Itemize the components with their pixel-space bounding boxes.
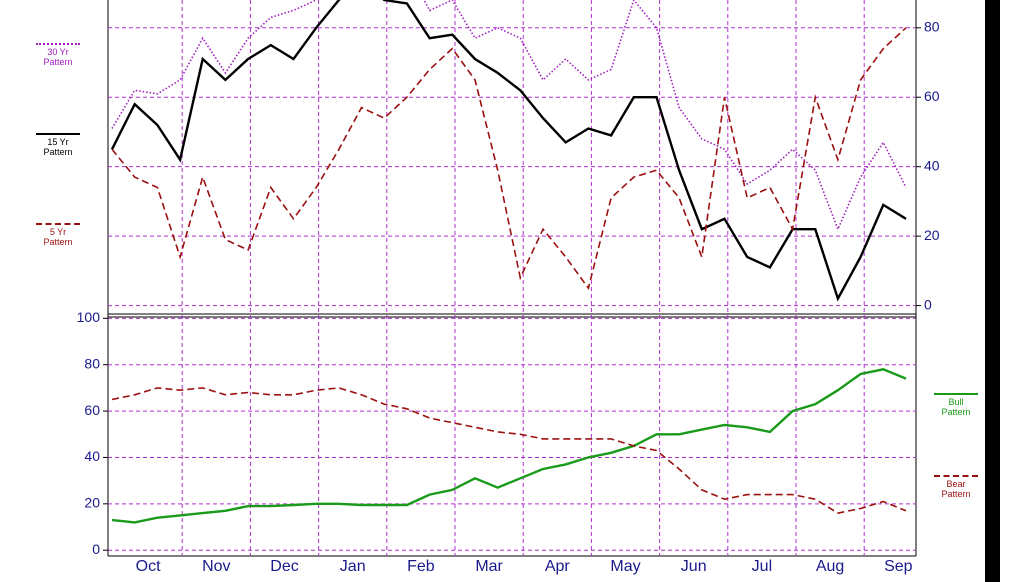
x-tick-label: Jul bbox=[752, 558, 772, 575]
legend-entry: 5 Yr Pattern bbox=[28, 223, 88, 247]
side-bar bbox=[985, 0, 1000, 582]
x-tick-label: Aug bbox=[816, 558, 844, 575]
y-tick-label: 60 bbox=[84, 402, 100, 418]
x-tick-label: Jan bbox=[340, 558, 366, 575]
y-tick-label: 80 bbox=[924, 18, 940, 34]
x-tick-label: Feb bbox=[407, 558, 435, 575]
series-line bbox=[111, 27, 907, 291]
y-tick-label: 40 bbox=[924, 157, 940, 173]
y-tick-label: 20 bbox=[84, 495, 100, 511]
y-tick-label: 80 bbox=[84, 355, 100, 371]
y-tick-label: 20 bbox=[924, 227, 940, 243]
legend-label: Bear Pattern bbox=[941, 479, 971, 499]
legend-swatch bbox=[36, 43, 80, 45]
x-tick-label: Oct bbox=[136, 558, 161, 575]
legend-label: Bull Pattern bbox=[941, 397, 971, 417]
legend-swatch bbox=[36, 133, 80, 135]
series-line bbox=[111, 0, 907, 232]
legend-label: 15 Yr Pattern bbox=[43, 137, 73, 157]
y-tick-label: 0 bbox=[92, 541, 100, 557]
y-tick-label: 40 bbox=[84, 448, 100, 464]
legend-swatch bbox=[934, 475, 978, 477]
x-tick-label: Sep bbox=[884, 558, 913, 575]
x-tick-label: Nov bbox=[202, 558, 230, 575]
plot-area bbox=[111, 368, 907, 524]
x-tick-label: Apr bbox=[545, 558, 571, 575]
legend-label: 5 Yr Pattern bbox=[43, 227, 73, 247]
y-tick-label: 60 bbox=[924, 88, 940, 104]
plot-area bbox=[110, 0, 907, 302]
x-tick-label: Dec bbox=[270, 558, 298, 575]
legend-entry: Bear Pattern bbox=[926, 475, 986, 499]
x-tick-label: Jun bbox=[681, 558, 707, 575]
legend-swatch bbox=[36, 223, 80, 225]
x-tick-label: May bbox=[610, 558, 640, 575]
y-tick-label: 0 bbox=[924, 296, 932, 312]
legend-entry: Bull Pattern bbox=[926, 393, 986, 417]
y-tick-label: 100 bbox=[77, 309, 101, 325]
legend-label: 30 Yr Pattern bbox=[43, 47, 73, 67]
legend-entry: 15 Yr Pattern bbox=[28, 133, 88, 157]
legend-swatch bbox=[934, 393, 978, 395]
series-line bbox=[110, 0, 907, 302]
x-tick-label: Mar bbox=[475, 558, 503, 575]
legend-entry: 30 Yr Pattern bbox=[28, 43, 88, 67]
series-line bbox=[111, 368, 907, 524]
series-line bbox=[111, 387, 907, 514]
